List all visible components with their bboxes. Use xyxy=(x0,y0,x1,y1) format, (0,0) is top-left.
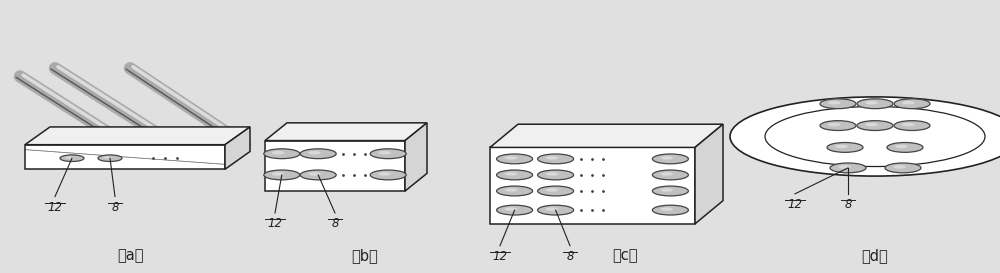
Circle shape xyxy=(838,165,851,169)
Circle shape xyxy=(538,154,574,164)
Circle shape xyxy=(902,123,915,126)
Circle shape xyxy=(497,154,533,164)
Circle shape xyxy=(857,121,893,130)
Circle shape xyxy=(98,155,122,162)
Circle shape xyxy=(546,172,558,176)
Text: 12: 12 xyxy=(788,198,802,211)
Circle shape xyxy=(660,207,673,211)
Circle shape xyxy=(902,101,915,105)
Polygon shape xyxy=(265,141,405,191)
Circle shape xyxy=(308,151,321,155)
Text: （b）: （b） xyxy=(352,248,378,263)
Text: 8: 8 xyxy=(111,201,119,214)
Circle shape xyxy=(835,145,848,148)
Circle shape xyxy=(895,145,908,148)
Circle shape xyxy=(660,188,673,192)
Text: 8: 8 xyxy=(844,198,852,211)
Circle shape xyxy=(660,172,673,176)
Circle shape xyxy=(660,156,673,160)
Circle shape xyxy=(264,149,300,159)
Circle shape xyxy=(538,170,574,180)
Circle shape xyxy=(820,99,856,109)
Circle shape xyxy=(893,165,906,169)
Text: 8: 8 xyxy=(331,217,339,230)
Polygon shape xyxy=(265,123,427,141)
Circle shape xyxy=(378,172,391,176)
Circle shape xyxy=(497,170,533,180)
Circle shape xyxy=(820,121,856,130)
Text: （a）: （a） xyxy=(117,248,143,263)
Circle shape xyxy=(505,188,517,192)
Circle shape xyxy=(546,207,558,211)
Circle shape xyxy=(370,149,406,159)
Circle shape xyxy=(830,163,866,173)
Circle shape xyxy=(857,99,893,109)
Text: 12: 12 xyxy=(492,250,508,263)
Circle shape xyxy=(546,188,558,192)
Circle shape xyxy=(378,151,391,155)
Circle shape xyxy=(828,101,841,105)
Polygon shape xyxy=(405,123,427,191)
Circle shape xyxy=(652,170,688,180)
Circle shape xyxy=(370,170,406,180)
Polygon shape xyxy=(490,124,723,147)
Polygon shape xyxy=(225,127,250,169)
Circle shape xyxy=(827,143,863,152)
Circle shape xyxy=(865,123,878,126)
Circle shape xyxy=(828,123,841,126)
Circle shape xyxy=(730,97,1000,176)
Circle shape xyxy=(885,163,921,173)
Circle shape xyxy=(60,155,84,162)
Circle shape xyxy=(497,186,533,196)
Circle shape xyxy=(652,205,688,215)
Circle shape xyxy=(300,149,336,159)
Circle shape xyxy=(546,156,558,160)
Circle shape xyxy=(103,156,112,159)
Circle shape xyxy=(497,205,533,215)
Polygon shape xyxy=(490,147,695,224)
Circle shape xyxy=(308,172,321,176)
Circle shape xyxy=(894,121,930,130)
Circle shape xyxy=(652,154,688,164)
Circle shape xyxy=(272,151,285,155)
Circle shape xyxy=(505,207,517,211)
Circle shape xyxy=(264,170,300,180)
Circle shape xyxy=(887,143,923,152)
Text: 8: 8 xyxy=(566,250,574,263)
Circle shape xyxy=(538,186,574,196)
Circle shape xyxy=(865,101,878,105)
Text: 12: 12 xyxy=(48,201,62,214)
Text: （c）: （c） xyxy=(612,248,638,263)
Text: 12: 12 xyxy=(268,217,283,230)
Polygon shape xyxy=(25,145,225,169)
Circle shape xyxy=(505,172,517,176)
Circle shape xyxy=(505,156,517,160)
Circle shape xyxy=(272,172,285,176)
Circle shape xyxy=(65,156,74,159)
Polygon shape xyxy=(25,127,250,145)
Polygon shape xyxy=(695,124,723,224)
Text: （d）: （d） xyxy=(862,248,888,263)
Circle shape xyxy=(538,205,574,215)
Circle shape xyxy=(894,99,930,109)
Circle shape xyxy=(652,186,688,196)
Circle shape xyxy=(300,170,336,180)
